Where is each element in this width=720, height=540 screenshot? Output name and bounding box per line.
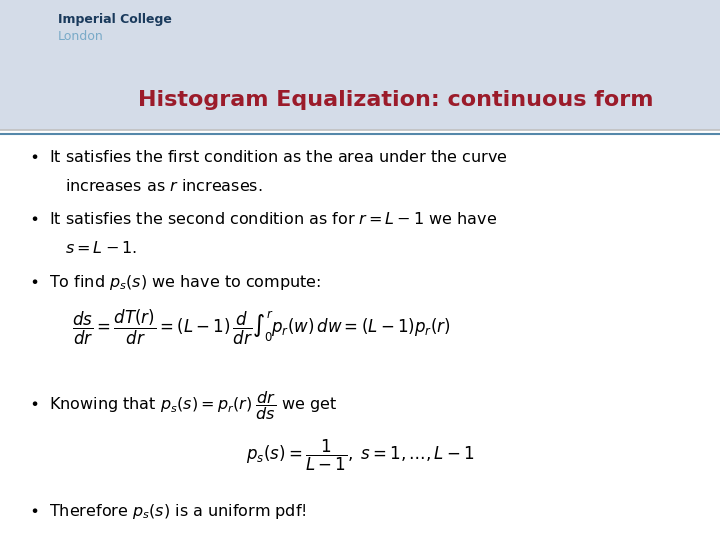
Text: London: London [58, 30, 104, 43]
Text: $\dfrac{ds}{dr} = \dfrac{dT(r)}{dr} = (L-1)\,\dfrac{d}{dr}\int_0^r p_r(w)\,dw = : $\dfrac{ds}{dr} = \dfrac{dT(r)}{dr} = (L… [72, 308, 451, 347]
Text: Histogram Equalization: continuous form: Histogram Equalization: continuous form [138, 90, 654, 110]
Text: $\bullet$  To find $p_s(s)$ we have to compute:: $\bullet$ To find $p_s(s)$ we have to co… [29, 273, 321, 292]
Text: $\bullet$  Knowing that $p_s(s) = p_r(r)\;\dfrac{dr}{ds}$ we get: $\bullet$ Knowing that $p_s(s) = p_r(r)\… [29, 389, 337, 422]
Text: $s = L - 1$.: $s = L - 1$. [65, 240, 137, 256]
Text: $\bullet$  It satisfies the first condition as the area under the curve: $\bullet$ It satisfies the first conditi… [29, 148, 508, 165]
Text: $\bullet$  It satisfies the second condition as for $r = L - 1$ we have: $\bullet$ It satisfies the second condit… [29, 211, 497, 227]
FancyBboxPatch shape [0, 0, 720, 130]
FancyBboxPatch shape [0, 130, 720, 540]
Text: $\bullet$  Therefore $p_s(s)$ is a uniform pdf!: $\bullet$ Therefore $p_s(s)$ is a unifor… [29, 502, 307, 521]
Text: Imperial College: Imperial College [58, 14, 171, 26]
Text: increases as $r$ increases.: increases as $r$ increases. [65, 178, 262, 194]
Text: $p_s(s) = \dfrac{1}{L-1},\; s = 1, \ldots, L-1$: $p_s(s) = \dfrac{1}{L-1},\; s = 1, \ldot… [246, 437, 474, 472]
